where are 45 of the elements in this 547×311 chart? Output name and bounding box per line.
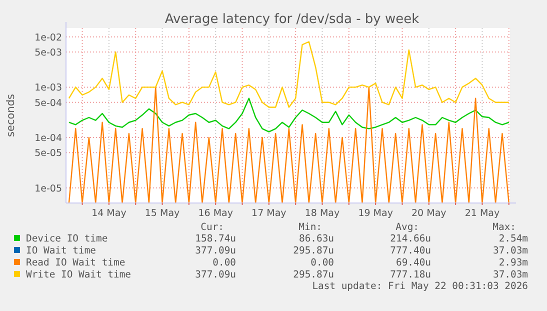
y-tick-label: 1e-04	[34, 133, 62, 144]
text: 777.18u	[390, 270, 431, 280]
y-tick-label: 5e-03	[34, 48, 62, 59]
y-tick-label: 5e-04	[34, 98, 62, 109]
y-tick-label: 1e-05	[34, 183, 62, 194]
text: Cur:	[200, 222, 224, 233]
y-tick-label: 1e-03	[34, 82, 62, 94]
text: 2.93m	[498, 258, 528, 268]
text: 377.09u	[195, 246, 236, 256]
line-series	[68, 86, 510, 204]
x-tick-label: 17 May	[252, 208, 287, 219]
text: Min:	[298, 222, 322, 233]
y-tick-label: 1e-02	[34, 32, 62, 44]
text: Avg:	[396, 222, 419, 233]
text: Max:	[492, 222, 516, 233]
text: 0.00	[310, 258, 334, 268]
text: 377.09u	[195, 270, 236, 280]
text: Last update: Fri May 22 00:31:03 2026	[312, 281, 528, 292]
text: 0.00	[212, 258, 236, 268]
text: 37.03m	[493, 270, 528, 280]
line-series	[68, 41, 510, 108]
text: 37.03m	[493, 246, 528, 256]
legend-label: IO Wait time	[26, 246, 96, 256]
text: 214.66u	[390, 234, 431, 244]
chart-title: Average latency for /dev/sda - by week	[164, 12, 420, 27]
x-tick-label: 15 May	[144, 208, 180, 219]
y-axis-title: seconds	[5, 94, 17, 137]
text: 158.74u	[195, 234, 236, 244]
text: 777.40u	[390, 246, 431, 256]
y-tick-label: 5e-05	[34, 148, 62, 160]
x-tick-label: 16 May	[198, 208, 234, 219]
x-tick-label: 21 May	[464, 208, 500, 219]
x-tick-label: 14 May	[92, 208, 127, 219]
x-tick-label: 19 May	[358, 208, 394, 219]
legend-label: Device IO time	[26, 234, 108, 244]
text: 295.87u	[293, 270, 334, 280]
x-tick-label: 18 May	[304, 208, 340, 219]
text: 69.40u	[396, 258, 431, 268]
text: 2.54m	[498, 234, 528, 244]
text: 295.87u	[293, 246, 334, 256]
legend-label: Read IO Wait time	[26, 258, 126, 268]
x-tick-label: 20 May	[412, 208, 447, 219]
legend-label: Write IO Wait time	[26, 270, 132, 280]
text: 86.63u	[299, 234, 334, 244]
line-series	[68, 98, 510, 132]
